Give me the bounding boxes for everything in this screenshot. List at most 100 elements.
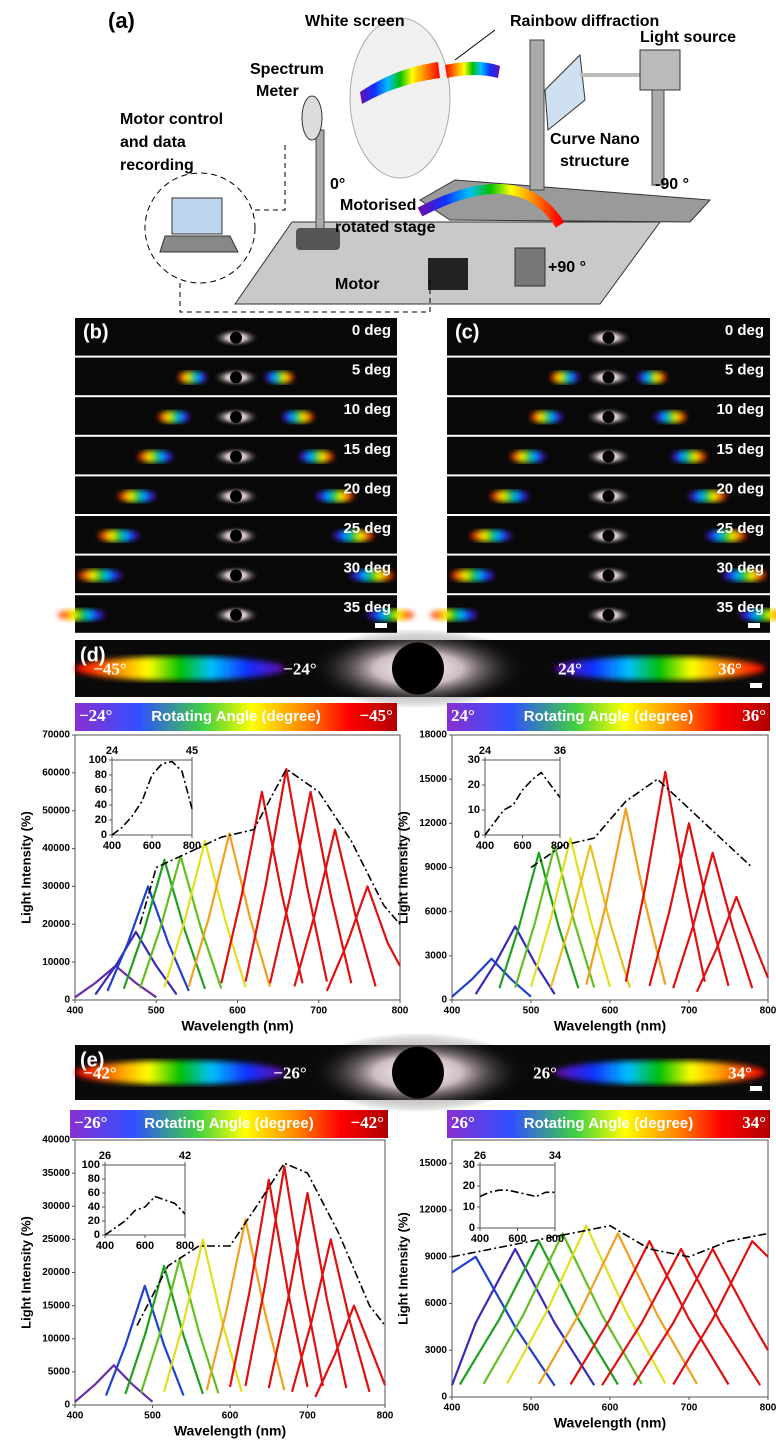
colorbar — [75, 703, 397, 731]
series-line — [293, 828, 377, 987]
plot-frame — [479, 1164, 556, 1229]
diffraction-spot — [550, 371, 580, 384]
series-line — [498, 851, 580, 989]
laptop-screen — [171, 197, 223, 235]
angle-label: −26° — [273, 1063, 307, 1082]
x-tick-label: 800 — [760, 1006, 776, 1017]
beam-stop — [602, 609, 615, 621]
series-line — [220, 790, 304, 984]
diffraction-spot — [98, 529, 139, 542]
series-line — [482, 1232, 643, 1385]
x2-tick-label: 24 — [479, 745, 492, 757]
series-line — [314, 1304, 387, 1398]
x2-tick-label: 26 — [99, 1150, 111, 1162]
white-screen — [349, 17, 451, 179]
scale-bar — [750, 1086, 762, 1091]
y-tick-label: 60 — [88, 1187, 100, 1199]
diffraction-spot — [158, 411, 190, 423]
y-tick-label: 30000 — [42, 881, 70, 892]
label: Motor control — [120, 111, 223, 128]
beam-stop — [230, 331, 242, 344]
label: recording — [120, 157, 194, 174]
laptop-base — [159, 235, 239, 253]
beam-stop — [230, 569, 242, 582]
x-tick-label: 700 — [299, 1411, 316, 1422]
series-line — [549, 844, 631, 988]
diffraction-spot — [654, 411, 687, 423]
diffraction-spot — [265, 371, 294, 384]
label: Motorised — [340, 197, 416, 214]
label: -90 ° — [655, 176, 689, 193]
x-axis-label: Wavelength (nm) — [554, 1018, 666, 1034]
angle-label: 36° — [718, 659, 742, 678]
x2-tick-label: 26 — [474, 1150, 486, 1162]
series-line — [484, 771, 561, 836]
diffraction-spot — [316, 490, 354, 503]
x2-tick-label: 24 — [106, 745, 119, 757]
y-tick-label: 0 — [441, 995, 447, 1006]
x-tick-label: 400 — [444, 1006, 461, 1017]
x-tick-label: 500 — [523, 1403, 540, 1414]
x2-tick-label: 45 — [186, 745, 198, 757]
y-tick-label: 0 — [64, 1400, 70, 1411]
y-tick-label: 0 — [101, 829, 107, 841]
light-source — [639, 49, 681, 91]
angle-label: 24° — [558, 659, 582, 678]
diffraction-spot — [78, 569, 122, 582]
x-tick-label: 600 — [136, 1240, 154, 1252]
angle-label: 10 deg — [716, 401, 764, 418]
y-tick-label: 15000 — [42, 1300, 70, 1311]
x-tick-label: 400 — [476, 840, 494, 852]
y-tick-label: 70000 — [42, 730, 70, 741]
series-line — [228, 1178, 309, 1388]
series-line — [451, 1255, 556, 1387]
series-line — [537, 1232, 698, 1385]
angle-label: 25 deg — [343, 520, 391, 537]
diffraction-spot — [555, 656, 765, 681]
rainbow-arc — [360, 62, 440, 104]
diffraction-spot — [705, 529, 747, 542]
diffraction-spot — [510, 450, 546, 463]
label: Motor — [335, 276, 379, 293]
y-tick-label: 30 — [463, 1159, 475, 1171]
colorbar-right: −45° — [360, 706, 394, 725]
y-tick-label: 3000 — [425, 1345, 448, 1356]
y-tick-label: 15000 — [419, 774, 447, 785]
angle-label: 15 deg — [343, 441, 391, 458]
x-tick-label: 600 — [513, 840, 531, 852]
x-tick-label: 400 — [67, 1006, 84, 1017]
series-line — [290, 1238, 371, 1393]
scale-bar — [750, 683, 762, 688]
x-tick-label: 800 — [377, 1411, 394, 1422]
angle-label: 15 deg — [716, 441, 764, 458]
series-line — [122, 858, 207, 990]
diffraction-spot — [333, 529, 374, 542]
series-line — [672, 851, 754, 989]
series-line — [601, 1247, 762, 1386]
beam-stop — [392, 1046, 444, 1099]
beam-stop — [602, 490, 615, 503]
label: Spectrum — [250, 61, 324, 78]
y-tick-label: 12000 — [419, 1205, 447, 1216]
series-line — [104, 1195, 186, 1236]
label: rotated stage — [335, 219, 436, 236]
angle-label: 30 deg — [716, 560, 764, 577]
y-tick-label: 60000 — [42, 767, 70, 778]
series-line — [244, 1165, 325, 1387]
y-tick-label: 80 — [95, 769, 107, 781]
gear — [514, 247, 546, 287]
scale-bar — [375, 623, 387, 628]
series-line — [450, 1247, 596, 1386]
x-tick-label: 800 — [183, 840, 201, 852]
scale-bar — [748, 623, 760, 628]
angle-label: 30 deg — [343, 560, 391, 577]
beam-stop — [230, 609, 242, 621]
x-tick-label: 500 — [148, 1006, 165, 1017]
laptop-circle — [144, 172, 256, 284]
colorbar — [447, 703, 770, 731]
y-tick-label: 9000 — [425, 862, 448, 873]
series-line — [187, 832, 272, 988]
rainbow-arc — [445, 61, 500, 78]
y-tick-label: 3000 — [425, 950, 448, 961]
